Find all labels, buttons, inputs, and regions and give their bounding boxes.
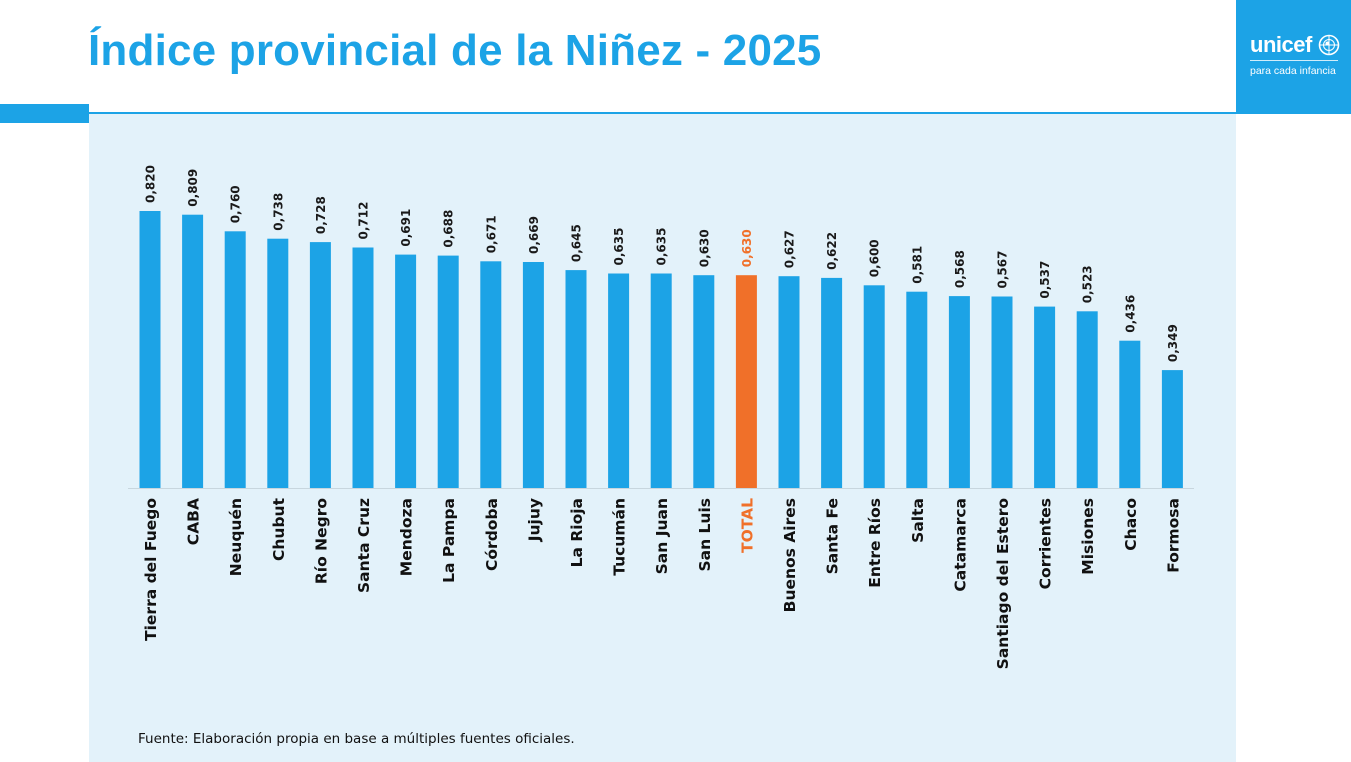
bar-caba (182, 214, 204, 488)
category-label: Santiago del Estero (994, 498, 1012, 669)
bar-tucumán (608, 273, 630, 488)
logo-rule (1250, 60, 1338, 61)
bar-río-negro (309, 242, 331, 488)
value-label: 0,568 (953, 250, 967, 288)
category-label: Catamarca (951, 498, 969, 592)
value-label: 0,537 (1038, 261, 1052, 299)
bar-san-luis (693, 275, 715, 488)
value-label: 0,581 (910, 246, 924, 284)
value-label: 0,669 (527, 216, 541, 254)
bar-córdoba (480, 261, 502, 488)
bar-salta (906, 291, 928, 488)
bar-la-rioja (565, 270, 587, 488)
value-label: 0,436 (1123, 295, 1137, 333)
category-label: San Luis (696, 498, 714, 572)
category-label: Neuquén (227, 498, 245, 576)
category-label: Río Negro (312, 498, 330, 584)
value-label: 0,691 (399, 209, 413, 247)
category-label: CABA (185, 498, 203, 545)
value-label: 0,645 (570, 224, 584, 262)
category-label: Corrientes (1037, 498, 1055, 589)
bar-la-pampa (437, 255, 459, 488)
bar-entre-ríos (863, 285, 885, 488)
value-label: 0,820 (144, 165, 158, 203)
bar-chaco (1119, 340, 1141, 488)
value-label: 0,622 (825, 232, 839, 270)
value-label: 0,809 (186, 169, 200, 207)
unicef-logo: unicef para cada infancia (1236, 0, 1351, 113)
value-label: 0,635 (655, 228, 669, 266)
bar-tierra-del-fuego (139, 211, 161, 488)
logo-tagline: para cada infancia (1250, 65, 1336, 77)
bar-neuquén (224, 231, 246, 489)
category-label: Tierra del Fuego (142, 498, 160, 641)
value-label: 0,523 (1081, 265, 1095, 303)
category-label: Formosa (1164, 498, 1182, 573)
logo-wordmark: unicef (1250, 32, 1312, 57)
category-label: Entre Ríos (866, 498, 884, 588)
bar-santa-cruz (352, 247, 374, 488)
category-label: Tucumán (611, 498, 629, 576)
value-label: 0,600 (868, 239, 882, 277)
category-label: Salta (909, 498, 927, 543)
bar-santiago-del-estero (991, 296, 1013, 488)
category-label: San Juan (653, 498, 671, 574)
bar-misiones (1076, 311, 1098, 488)
category-label: Chaco (1122, 498, 1140, 551)
bar-catamarca (948, 296, 970, 488)
value-label: 0,738 (271, 193, 285, 231)
bar-total (735, 275, 757, 488)
value-label: 0,627 (783, 230, 797, 268)
bar-formosa (1161, 370, 1183, 488)
accent-bar (0, 104, 89, 123)
category-label: Jujuy (525, 498, 543, 542)
bar-san-juan (650, 273, 672, 488)
source-note: Fuente: Elaboración propia en base a múl… (138, 731, 575, 747)
category-label: Córdoba (483, 498, 501, 571)
category-label: Mendoza (398, 498, 416, 576)
bar-mendoza (395, 254, 417, 488)
category-label: La Rioja (568, 498, 586, 567)
value-label: 0,760 (229, 185, 243, 223)
category-label: Santa Fe (824, 498, 842, 574)
page-title: Índice provincial de la Niñez - 2025 (88, 26, 822, 75)
value-label: 0,349 (1166, 324, 1180, 362)
bar-jujuy (522, 262, 544, 488)
bar-chubut (267, 238, 289, 488)
category-label: Santa Cruz (355, 498, 373, 593)
value-label: 0,671 (484, 215, 498, 253)
value-label: 0,630 (697, 229, 711, 267)
globe-icon (1318, 34, 1340, 56)
bar-corrientes (1034, 306, 1056, 488)
value-label: 0,688 (442, 210, 456, 248)
category-label: Buenos Aires (781, 498, 799, 612)
value-label: 0,712 (357, 202, 371, 240)
bar-buenos-aires (778, 276, 800, 488)
category-label: La Pampa (440, 498, 458, 583)
value-label: 0,567 (996, 251, 1010, 289)
value-label: 0,635 (612, 228, 626, 266)
value-label: 0,728 (314, 196, 328, 234)
category-label: TOTAL (738, 498, 756, 553)
header-divider (89, 112, 1351, 114)
value-label: 0,630 (740, 229, 754, 267)
category-label: Chubut (270, 497, 288, 561)
bar-santa-fe (821, 277, 843, 488)
category-label: Misiones (1079, 498, 1097, 575)
